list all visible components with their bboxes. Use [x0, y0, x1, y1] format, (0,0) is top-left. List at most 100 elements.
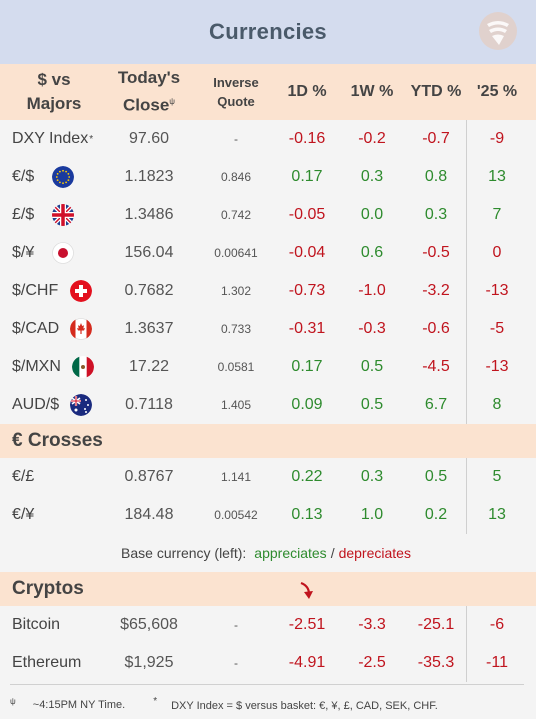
uk-flag-icon: [52, 204, 74, 226]
change-1d: 0.17: [291, 358, 323, 375]
header-majors: $ vs Majors: [26, 70, 82, 113]
change-25: -11: [486, 654, 508, 671]
inverse-value: -: [234, 132, 238, 146]
inverse-value: 0.00641: [214, 246, 258, 260]
change-25: 5: [492, 468, 502, 485]
close-value: 97.60: [128, 130, 170, 147]
australia-flag-icon: [70, 394, 92, 416]
change-1d: -0.05: [288, 206, 326, 223]
change-ytd: -0.5: [422, 244, 450, 261]
row-name: AUD/$: [12, 396, 60, 413]
inverse-value: 1.141: [220, 470, 252, 484]
footer: ψ ~4:15PM NY Time. * DXY Index = $ versus…: [10, 694, 530, 714]
row-name: $/CHF: [12, 282, 59, 299]
header-inverse: Inverse Quote: [213, 75, 259, 109]
eu-flag-icon: [52, 166, 74, 188]
legend-depreciates: depreciates: [338, 545, 411, 561]
change-ytd: -0.6: [422, 320, 450, 337]
column-divider: [466, 606, 467, 682]
header-ytd: YTD %: [410, 83, 462, 100]
row-name: Bitcoin: [12, 616, 61, 633]
change-1d: -0.04: [288, 244, 326, 261]
close-value: 17.22: [128, 358, 170, 375]
table-row: $/CAD 1.3637 0.733 -0.31 -0.3 -0.6 -5: [0, 310, 536, 348]
header-1d: 1D %: [287, 83, 327, 100]
table-row: €/£ 0.8767 1.141 0.22 0.3 0.5 5: [0, 458, 536, 496]
change-1d: -2.51: [288, 616, 326, 633]
change-25: 13: [488, 168, 506, 185]
change-25: -6: [489, 616, 505, 633]
change-1w: 0.3: [360, 168, 384, 185]
row-name: €/$: [12, 168, 35, 185]
header-1w: 1W %: [350, 83, 394, 100]
column-divider: [466, 120, 467, 424]
row-name: £/$: [12, 206, 35, 223]
change-ytd: -25.1: [417, 616, 455, 633]
table-row: DXY Index * 97.60 - -0.16 -0.2 -0.7 -9: [0, 120, 536, 158]
change-1w: -0.3: [358, 320, 386, 337]
change-25: -13: [485, 358, 509, 375]
change-ytd: -4.5: [422, 358, 450, 375]
swiss-flag-icon: [70, 280, 92, 302]
inverse-value: 1.405: [220, 398, 252, 412]
change-25: 8: [492, 396, 502, 413]
table-row: $/CHF 0.7682 1.302 -0.73 -1.0 -3.2 -13: [0, 272, 536, 310]
section-crosses: € Crosses: [0, 424, 536, 458]
inverse-value: 0.733: [220, 322, 252, 336]
change-ytd: -35.3: [417, 654, 455, 671]
change-25: -9: [489, 130, 505, 147]
table-row: £/$ 1.3486 0.742 -0.05 0.0 0.3 7: [0, 196, 536, 234]
change-ytd: 0.3: [424, 206, 448, 223]
table-row: $/MXN 17.22 0.0581 0.17 0.5 -4.5 -13: [0, 348, 536, 386]
row-name: $/¥: [12, 244, 35, 261]
change-1w: -0.2: [358, 130, 386, 147]
table-header: $ vs Majors Today's Closeψ Inverse Quote 1D…: [0, 64, 536, 120]
row-name: Ethereum: [12, 654, 82, 671]
close-value: 184.48: [124, 506, 174, 523]
inverse-value: 0.00542: [214, 508, 258, 522]
change-25: -5: [489, 320, 505, 337]
table-row: €/¥ 184.48 0.00542 0.13 1.0 0.2 13: [0, 496, 536, 534]
table-row: Ethereum $1,925 - -4.91 -2.5 -35.3 -11: [0, 644, 536, 682]
japan-flag-icon: [52, 242, 74, 264]
change-ytd: 0.5: [424, 468, 448, 485]
change-25: 13: [488, 506, 506, 523]
canada-flag-icon: [70, 318, 92, 340]
page-title: Currencies: [209, 19, 327, 44]
change-ytd: -3.2: [422, 282, 450, 299]
close-value: 0.8767: [124, 468, 174, 485]
change-1w: 0.0: [360, 206, 384, 223]
close-value: 1.1823: [124, 168, 174, 185]
change-ytd: 6.7: [424, 396, 448, 413]
inverse-value: 0.742: [220, 208, 252, 222]
change-ytd: 0.2: [424, 506, 448, 523]
change-1w: 0.5: [360, 396, 384, 413]
change-1d: 0.09: [291, 396, 323, 413]
change-1w: -2.5: [358, 654, 386, 671]
inverse-value: 0.0581: [217, 360, 255, 374]
logo-icon: [479, 12, 517, 50]
change-1w: -3.3: [358, 616, 386, 633]
header-25: '25 %: [476, 83, 518, 100]
row-name: DXY Index *: [12, 130, 94, 147]
legend-sep: /: [330, 545, 335, 561]
title-bar: Currencies: [0, 0, 536, 64]
change-1d: -0.73: [288, 282, 326, 299]
table-row: €/$ 1.1823 0.846 0.17 0.3 0.8 13: [0, 158, 536, 196]
inverse-value: 0.846: [220, 170, 252, 184]
row-name: €/£: [12, 468, 35, 485]
close-value: 1.3637: [124, 320, 174, 337]
change-1d: 0.13: [291, 506, 323, 523]
close-value: $65,608: [120, 616, 178, 633]
close-value: 0.7682: [124, 282, 174, 299]
change-ytd: -0.7: [422, 130, 450, 147]
change-1w: 0.6: [360, 244, 384, 261]
close-value: $1,925: [124, 654, 174, 671]
change-1w: 0.3: [360, 468, 384, 485]
change-1d: -4.91: [288, 654, 326, 671]
inverse-value: 1.302: [220, 284, 252, 298]
mexico-flag-icon: [72, 356, 94, 378]
footer-note-time: ψ ~4:15PM NY Time.: [10, 696, 126, 712]
inverse-value: -: [234, 656, 238, 670]
change-25: -13: [485, 282, 509, 299]
